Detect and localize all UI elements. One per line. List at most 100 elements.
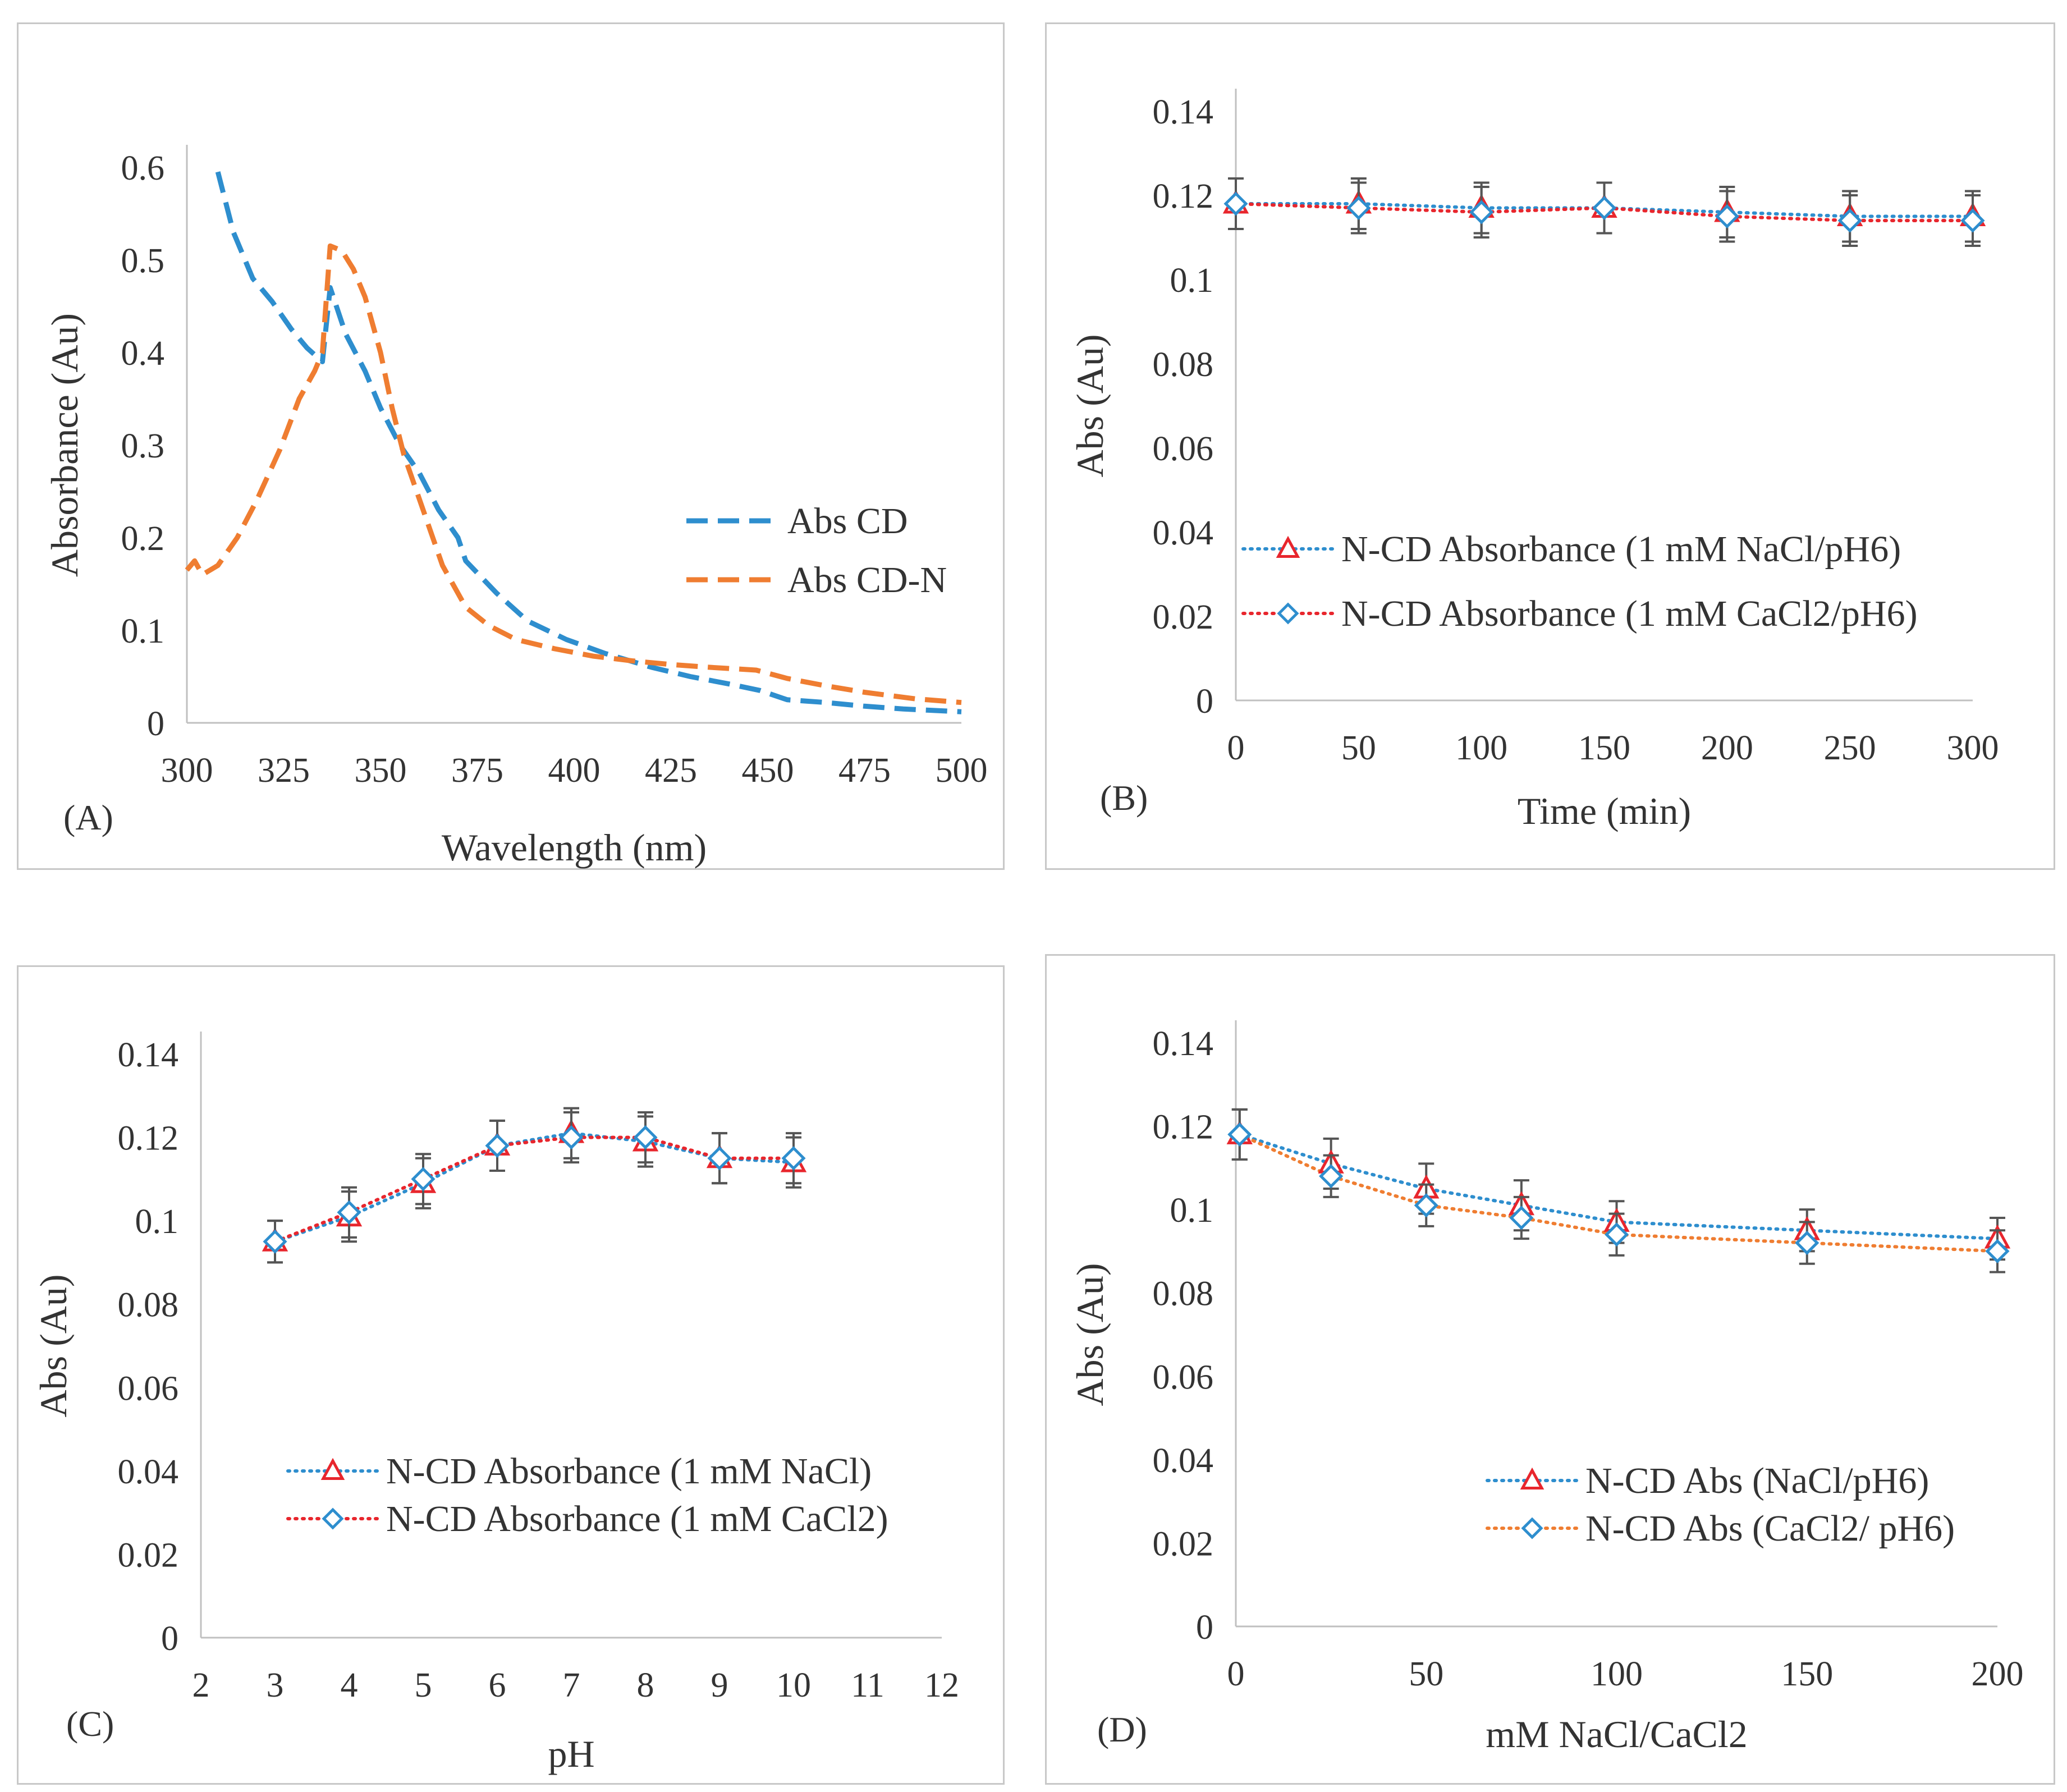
data-point-c-1: [263, 1229, 287, 1254]
chart-a-svg: (A) 0 0.1 0.2 0.3 0.4 0.5 0.6 300 325 350 375 400 42…: [43, 145, 988, 869]
panel-a-absorbance-spectrum: (A) 0 0.1 0.2 0.3 0.4 0.5 0.6 300 325 350 375 400 42…: [17, 22, 1005, 870]
data-point-b-1: [1469, 200, 1494, 224]
y-tick-label-c: 0.02: [118, 1536, 179, 1574]
panel-label-a: (A): [63, 798, 113, 837]
x-tick-label-d: 150: [1781, 1655, 1833, 1693]
data-point-c-1: [707, 1146, 732, 1171]
data-point-b-1: [1346, 195, 1371, 221]
y-tick-label-c: 0.12: [118, 1120, 179, 1158]
y-tick-label-b: 0.1: [1170, 262, 1214, 300]
panel-c-ph-effect: (C) 0 0.02 0.04 0.06 0.08 0.1 0.12 0.14 2 3 4 5 6 7 8 9…: [17, 965, 1005, 1785]
y-tick-label-a: 0.3: [121, 427, 165, 465]
x-tick-label-b: 150: [1578, 729, 1630, 767]
y-tick-label-d: 0: [1196, 1608, 1213, 1647]
legend-entry-b-1: N-CD Absorbance (1 mM CaCl2/pH6): [1341, 593, 1918, 634]
legend-entry-c-1: N-CD Absorbance (1 mM CaCl2): [386, 1498, 888, 1539]
y-tick-label-a: 0: [147, 705, 164, 743]
data-point-d-1: [1795, 1231, 1819, 1255]
data-point-c-1: [633, 1125, 658, 1150]
x-axis-label-c: pH: [548, 1733, 594, 1775]
x-tick-label-c: 6: [489, 1666, 506, 1704]
y-tick-label-b: 0: [1196, 682, 1213, 721]
x-tick-label-a: 300: [161, 751, 213, 790]
data-point-d-1: [1509, 1206, 1534, 1230]
series-line-c-1: [273, 1135, 795, 1244]
data-point-d-1: [1985, 1239, 2010, 1263]
x-tick-label-d: 50: [1409, 1655, 1443, 1693]
y-tick-label-c: 0.1: [135, 1203, 179, 1241]
data-point-d-1: [1414, 1193, 1438, 1218]
y-tick-label-a: 0.4: [121, 334, 165, 373]
data-point-c-1: [485, 1133, 510, 1158]
data-point-b-1: [1223, 191, 1248, 216]
y-tick-label-b: 0.04: [1153, 514, 1214, 552]
y-axis-label-c: Abs (Au): [32, 1275, 75, 1418]
y-tick-label-a: 0.5: [121, 242, 165, 280]
x-tick-label-c: 2: [193, 1666, 210, 1704]
legend-marker-c-1: [322, 1507, 344, 1530]
legend-entry-b-0: N-CD Absorbance (1 mM NaCl/pH6): [1341, 529, 1901, 570]
y-tick-label-c: 0.08: [118, 1286, 179, 1324]
data-point-b-1: [1837, 208, 1862, 233]
x-tick-label-b: 50: [1341, 729, 1376, 767]
x-axis-label-d: mM NaCl/CaCl2: [1486, 1713, 1748, 1756]
y-tick-label-d: 0.06: [1153, 1358, 1214, 1396]
y-tick-label-b: 0.02: [1153, 598, 1214, 636]
y-tick-label-b: 0.06: [1153, 430, 1214, 468]
x-tick-label-b: 100: [1455, 729, 1507, 767]
data-point-c-1: [781, 1146, 806, 1171]
series-line-a-0: [215, 171, 962, 714]
data-point-d-1: [1604, 1222, 1629, 1247]
panel-label-b: (B): [1100, 778, 1148, 818]
data-point-b-1: [1592, 195, 1617, 221]
data-point-c-1: [559, 1125, 584, 1150]
y-tick-label-d: 0.12: [1153, 1108, 1214, 1147]
data-point-c-1: [411, 1167, 436, 1191]
y-tick-label-c: 0.14: [118, 1036, 179, 1074]
data-point-c-1: [337, 1200, 361, 1225]
legend-entry-a-0: Abs CD: [787, 501, 908, 542]
series-line-a-1: [185, 243, 962, 705]
data-point-b-1: [1715, 204, 1739, 229]
x-tick-label-a: 350: [355, 751, 407, 790]
y-tick-label-b: 0.12: [1153, 177, 1214, 216]
x-tick-label-c: 12: [924, 1666, 959, 1704]
data-point-d-1: [1227, 1122, 1252, 1147]
legend-marker-d-1: [1521, 1517, 1543, 1539]
x-tick-label-b: 250: [1824, 729, 1876, 767]
chart-c-svg: (C) 0 0.02 0.04 0.06 0.08 0.1 0.12 0.14 2 3 4 5 6 7 8 9…: [32, 1032, 959, 1775]
x-axis-label-a: Wavelength (nm): [442, 826, 707, 869]
chart-d-svg: (D) 0 0.02 0.04 0.06 0.08 0.1 0.12 0.14 0 50 100 15…: [1069, 1020, 2024, 1756]
x-tick-label-a: 450: [742, 751, 794, 790]
x-tick-label-c: 9: [711, 1666, 728, 1704]
y-tick-label-d: 0.14: [1153, 1025, 1214, 1063]
x-tick-label-a: 475: [838, 751, 891, 790]
y-tick-label-c: 0.04: [118, 1453, 179, 1491]
x-axis-label-b: Time (min): [1518, 790, 1691, 832]
x-tick-label-a: 375: [451, 751, 503, 790]
y-tick-label-d: 0.04: [1153, 1442, 1214, 1480]
chart-b-svg: (B) 0 0.02 0.04 0.06 0.08 0.1 0.12 0.14 0 50 100 15…: [1069, 89, 1999, 832]
y-axis-label-d: Abs (Au): [1069, 1263, 1111, 1406]
panel-d-salt-effect: (D) 0 0.02 0.04 0.06 0.08 0.1 0.12 0.14 0 50 100 15…: [1045, 954, 2055, 1785]
x-tick-label-a: 325: [258, 751, 310, 790]
panel-b-time-stability: (B) 0 0.02 0.04 0.06 0.08 0.1 0.12 0.14 0 50 100 15…: [1045, 22, 2055, 870]
y-tick-label-c: 0.06: [118, 1369, 179, 1408]
x-tick-label-c: 4: [341, 1666, 358, 1704]
legend-entry-a-1: Abs CD-N: [787, 560, 947, 601]
y-axis-label-a: Absorbance (Au): [43, 313, 86, 577]
y-axis-label-b: Abs (Au): [1069, 334, 1111, 478]
x-tick-label-c: 5: [415, 1666, 432, 1704]
x-tick-label-d: 0: [1227, 1655, 1245, 1693]
y-tick-label-d: 0.08: [1153, 1275, 1214, 1313]
legend-entry-c-0: N-CD Absorbance (1 mM NaCl): [386, 1451, 872, 1492]
x-tick-label-a: 425: [645, 751, 697, 790]
x-tick-label-d: 100: [1591, 1655, 1643, 1693]
data-point-b-1: [1960, 208, 1985, 233]
x-tick-label-c: 3: [267, 1666, 284, 1704]
y-tick-label-d: 0.02: [1153, 1525, 1214, 1563]
legend-entry-d-1: N-CD Abs (CaCl2/ pH6): [1585, 1508, 1955, 1549]
panel-label-d: (D): [1097, 1709, 1147, 1749]
x-tick-label-a: 400: [548, 751, 601, 790]
x-tick-label-c: 8: [637, 1666, 654, 1704]
